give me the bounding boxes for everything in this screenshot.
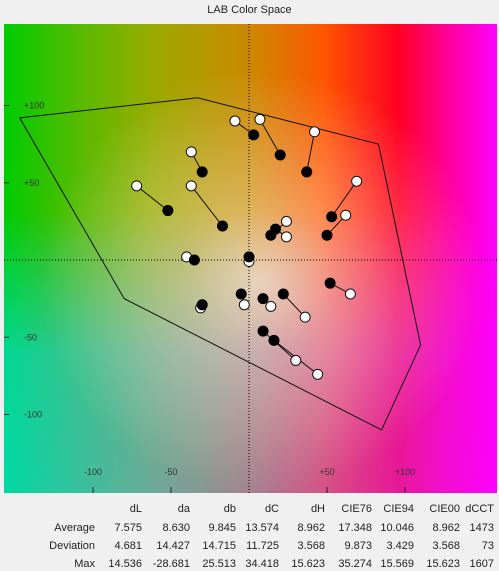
reference-point-9: [280, 231, 292, 243]
measured-point-10: [188, 254, 200, 266]
measured-point-0: [162, 205, 174, 217]
stats-row-label-average: Average: [54, 522, 95, 534]
measured-point-7: [321, 229, 333, 241]
stats-cell: 3.429: [386, 540, 414, 552]
stats-row-label-deviation: Deviation: [49, 540, 95, 552]
y-tick-label-1: +50: [24, 178, 39, 188]
stats-cell: 13.574: [245, 522, 279, 534]
stats-header-cie94: CIE94: [383, 503, 414, 515]
stats-cell: 11.725: [246, 540, 279, 552]
stats-cell: 73: [481, 540, 494, 552]
stats-cell: 7.575: [114, 522, 142, 534]
stats-cell: 9.845: [208, 522, 236, 534]
measured-point-2: [216, 220, 228, 232]
measured-point-3: [248, 129, 260, 141]
stats-cell: 17.348: [338, 522, 372, 534]
stats-header-dl: dL: [129, 503, 142, 515]
stats-table: dL da db dC dH CIE76 CIE94 CIE00 dCCT Average 7.57…: [0, 500, 499, 571]
measured-point-6: [326, 211, 338, 223]
pair-line-0: [136, 185, 169, 211]
stats-cell: 14.427: [156, 540, 190, 552]
stats-row-label-max: Max: [74, 558, 95, 570]
pair-line-6: [331, 180, 358, 218]
reference-point-3: [229, 115, 241, 127]
measured-point-13: [235, 288, 247, 300]
x-tick-label-3: +100: [395, 467, 415, 477]
stats-cell: 25.513: [202, 558, 236, 570]
measured-point-12: [324, 277, 336, 289]
x-tick-label-0: -100: [84, 467, 102, 477]
pair-line-5: [306, 131, 316, 173]
stats-header-cie00: CIE00: [429, 503, 460, 515]
measured-point-9: [270, 223, 282, 235]
x-tick-label-1: -50: [164, 467, 177, 477]
stats-header-dcct: dCCT: [465, 503, 494, 515]
pair-line-4: [259, 119, 281, 156]
stats-header-db: db: [223, 503, 236, 515]
stats-cell: 15.623: [291, 558, 325, 570]
measured-point-4: [274, 149, 286, 161]
measured-point-15: [257, 293, 269, 305]
stats-header-dh: dH: [310, 503, 325, 515]
stats-cell: 9.873: [344, 540, 372, 552]
stats-cell: 14.715: [202, 540, 236, 552]
stats-cell: 10.046: [380, 522, 414, 534]
stats-cell: 1607: [469, 558, 494, 570]
measured-point-5: [301, 166, 313, 178]
y-tick-label-2: -50: [24, 332, 37, 342]
reference-point-17: [290, 354, 302, 366]
stats-cell: -28.681: [152, 558, 190, 570]
stats-cell: 8.962: [297, 522, 325, 534]
reference-point-12: [344, 288, 356, 300]
stats-header-cie76: CIE76: [341, 503, 372, 515]
reference-point-18: [312, 368, 324, 380]
stats-cell: 8.962: [432, 522, 460, 534]
reference-point-15: [265, 300, 277, 312]
gamut-outline: [19, 97, 422, 431]
reference-point-1: [185, 146, 197, 158]
stats-cell: 4.681: [114, 540, 142, 552]
stats-header-da: da: [177, 503, 190, 515]
stats-cell: 15.569: [380, 558, 414, 570]
stats-cell: 35.274: [338, 558, 372, 570]
measured-point-16: [277, 288, 289, 300]
reference-point-7: [340, 209, 352, 221]
lab-plot: +100 +50 -50 -100 -100 -50 +50 +100: [4, 24, 497, 493]
reference-point-8: [280, 215, 292, 227]
reference-point-13: [238, 299, 250, 311]
x-tick-label-2: +50: [319, 467, 334, 477]
stats-cell: 34.418: [245, 558, 279, 570]
reference-point-0: [131, 180, 143, 192]
measured-point-14: [196, 299, 208, 311]
y-tick-label-3: -100: [24, 410, 42, 420]
reference-point-4: [254, 113, 266, 125]
stats-cell: 3.568: [432, 540, 460, 552]
chart-title: LAB Color Space: [207, 4, 292, 16]
lab-plot-svg: +100 +50 -50 -100 -100 -50 +50 +100: [4, 24, 497, 493]
reference-point-6: [351, 175, 363, 187]
reference-point-2: [185, 180, 197, 192]
stats-cell: 1473: [469, 522, 494, 534]
stats-cell: 15.623: [426, 558, 460, 570]
measured-point-18: [268, 334, 280, 346]
stats-header-dc: dC: [264, 503, 279, 515]
measured-point-11: [243, 251, 255, 263]
pair-line-17: [262, 330, 297, 361]
pair-line-2: [190, 185, 223, 227]
measured-point-17: [257, 325, 269, 337]
stats-cell: 3.568: [297, 540, 325, 552]
reference-point-16: [299, 311, 311, 323]
measured-point-1: [196, 166, 208, 178]
reference-point-5: [309, 126, 321, 138]
stats-cell: 8.630: [162, 522, 190, 534]
y-tick-label-0: +100: [24, 101, 44, 111]
stats-cell: 14.536: [108, 558, 142, 570]
